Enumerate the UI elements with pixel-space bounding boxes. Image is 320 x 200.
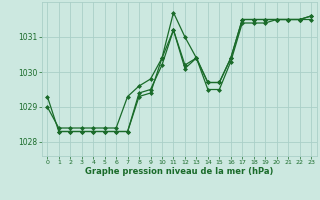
X-axis label: Graphe pression niveau de la mer (hPa): Graphe pression niveau de la mer (hPa) <box>85 167 273 176</box>
